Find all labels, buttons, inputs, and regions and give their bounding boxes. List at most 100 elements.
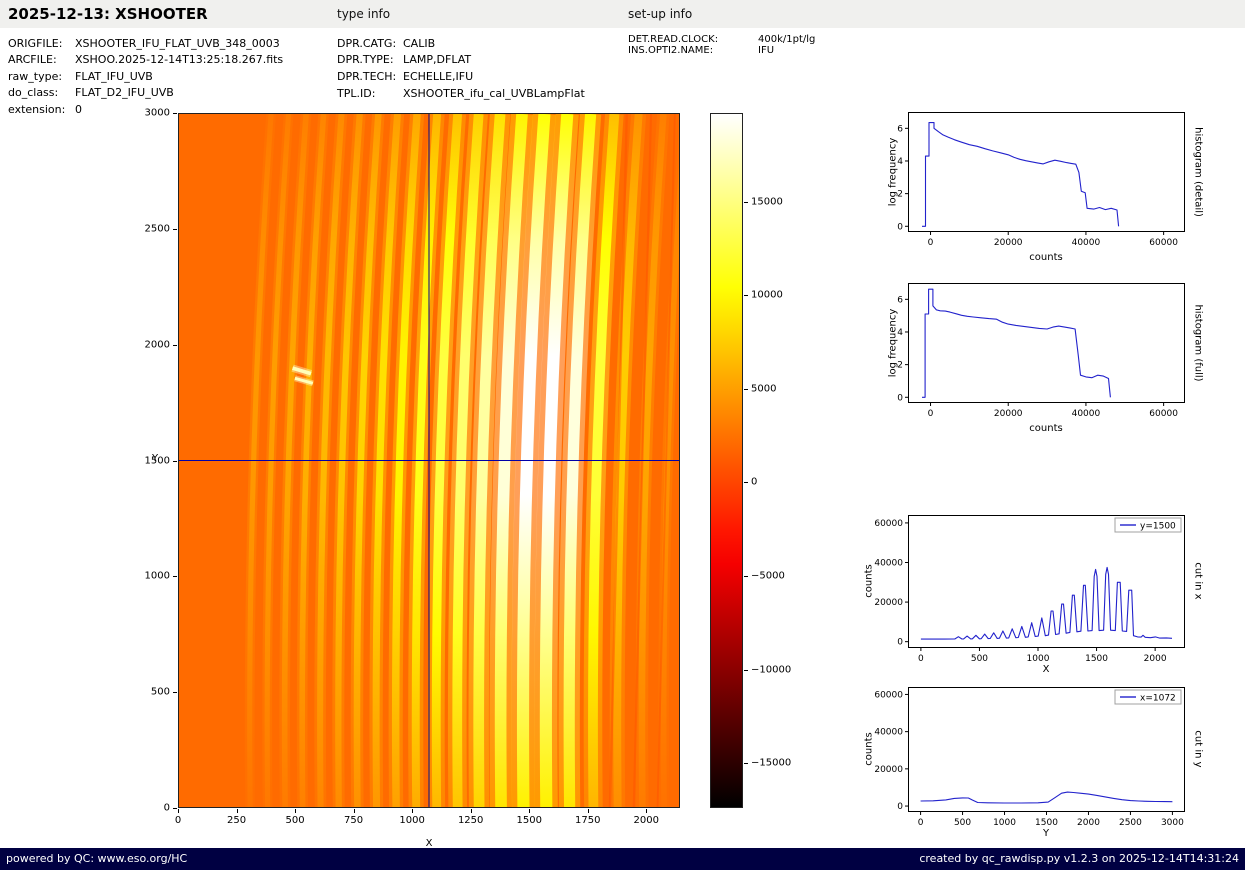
y-tick xyxy=(173,460,177,462)
svg-text:20000: 20000 xyxy=(994,409,1023,419)
x-tick xyxy=(178,809,179,813)
svg-text:1000: 1000 xyxy=(1027,654,1050,664)
dprtype-label: DPR.TYPE: xyxy=(337,53,394,66)
colorbar-tick xyxy=(744,388,748,390)
dprtech-value: ECHELLE,IFU xyxy=(403,70,474,83)
y-tick-label: 2500 xyxy=(144,223,170,235)
x-tick-label: 250 xyxy=(226,815,247,826)
colorbar-tick-label: 5000 xyxy=(751,383,777,395)
svg-text:20000: 20000 xyxy=(874,598,903,608)
colorbar-tick-label: 0 xyxy=(751,476,758,488)
x-tick xyxy=(353,809,355,813)
rawtype-value: FLAT_IFU_UVB xyxy=(75,70,153,83)
svg-text:2000: 2000 xyxy=(1077,818,1100,828)
x-tick-label: 2000 xyxy=(633,815,660,826)
colorbar-tick xyxy=(744,201,748,203)
hist-full-side-label: histogram (full) xyxy=(1192,304,1204,382)
raw-image-ylabel: Y xyxy=(152,453,159,464)
x-tick-label: 1250 xyxy=(457,815,484,826)
extension-value: 0 xyxy=(75,103,82,116)
colorbar-tick-label: 10000 xyxy=(751,289,783,301)
readclock-label: DET.READ.CLOCK: xyxy=(628,34,719,45)
svg-text:60000: 60000 xyxy=(1149,409,1178,419)
footer-qc-link[interactable]: powered by QC: www.eso.org/HC xyxy=(6,852,188,865)
x-tick xyxy=(529,809,531,813)
hist-detail-side-label: histogram (detail) xyxy=(1192,127,1204,217)
x-tick xyxy=(236,809,238,813)
x-tick-label: 1500 xyxy=(516,815,542,826)
colorbar-tick-label: −10000 xyxy=(751,664,792,676)
y-tick xyxy=(173,808,177,809)
svg-text:0: 0 xyxy=(897,222,903,232)
svg-text:6: 6 xyxy=(897,295,903,305)
cut-y-xlabel: Y xyxy=(1042,828,1050,839)
origfile-value: XSHOOTER_IFU_FLAT_UVB_348_0003 xyxy=(75,37,280,50)
cut-in-y-plot: 0 500 1000 1500 2000 2500 3000 0 20000 40000 60000… xyxy=(874,687,1185,828)
y-tick xyxy=(173,344,177,346)
svg-text:60000: 60000 xyxy=(1149,238,1178,248)
origfile-label: ORIGFILE: xyxy=(8,37,63,50)
svg-text:40000: 40000 xyxy=(1072,409,1101,419)
svg-text:40000: 40000 xyxy=(1072,238,1101,248)
svg-text:6: 6 xyxy=(897,124,903,134)
x-tick xyxy=(412,809,414,813)
svg-text:1500: 1500 xyxy=(1085,654,1108,664)
histogram-detail-plot: 0 20000 40000 60000 0 2 4 6 xyxy=(897,112,1185,248)
cut-y-ylabel: counts xyxy=(863,732,875,766)
hist-full-ylabel: log frequency xyxy=(887,308,899,378)
x-tick xyxy=(295,809,297,813)
arcfile-value: XSHOO.2025-12-14T13:25:18.267.fits xyxy=(75,53,284,66)
svg-text:0: 0 xyxy=(918,818,924,828)
y-tick xyxy=(173,692,177,694)
x-tick-label: 500 xyxy=(285,815,305,826)
dprcatg-label: DPR.CATG: xyxy=(337,37,397,50)
y-tick xyxy=(173,576,177,578)
colorbar xyxy=(710,113,743,808)
svg-text:0: 0 xyxy=(918,654,924,664)
dprtech-label: DPR.TECH: xyxy=(337,70,397,83)
x-tick-label: 0 xyxy=(174,815,182,826)
x-tick xyxy=(470,809,472,813)
svg-text:60000: 60000 xyxy=(874,690,903,700)
y-tick-label: 500 xyxy=(150,686,170,698)
colorbar-tick xyxy=(744,669,748,671)
x-tick-label: 750 xyxy=(344,815,364,826)
footer-bar: powered by QC: www.eso.org/HC created by… xyxy=(0,848,1245,870)
doclass-label: do_class: xyxy=(8,86,59,99)
svg-text:y=1500: y=1500 xyxy=(1140,522,1176,532)
extension-label: extension: xyxy=(8,103,66,116)
svg-text:40000: 40000 xyxy=(874,728,903,738)
cut-y-side-label: cut in y xyxy=(1192,730,1204,768)
raw-image-xlabel: X xyxy=(425,838,433,849)
svg-text:20000: 20000 xyxy=(994,238,1023,248)
y-tick xyxy=(173,228,177,230)
opti2name-label: INS.OPTI2.NAME: xyxy=(628,45,714,56)
tplid-value: XSHOOTER_ifu_cal_UVBLampFlat xyxy=(403,87,585,100)
svg-text:x=1072: x=1072 xyxy=(1140,694,1176,704)
svg-text:4: 4 xyxy=(897,157,903,167)
svg-text:2: 2 xyxy=(897,190,903,200)
svg-text:2: 2 xyxy=(897,361,903,371)
svg-text:20000: 20000 xyxy=(874,765,903,775)
colorbar-tick xyxy=(744,576,748,578)
y-tick-label: 0 xyxy=(163,802,170,814)
readclock-value: 400k/1pt/lg xyxy=(758,34,816,45)
cut-x-ylabel: counts xyxy=(863,564,875,598)
colorbar-tick-label: 15000 xyxy=(751,196,783,208)
opti2name-value: IFU xyxy=(758,45,775,56)
y-tick xyxy=(173,113,177,114)
svg-text:0: 0 xyxy=(897,393,903,403)
tplid-label: TPL.ID: xyxy=(337,87,376,100)
colorbar-tick-label: −5000 xyxy=(751,570,785,582)
x-tick-label: 1750 xyxy=(575,815,601,826)
cut-in-x-plot: 0 500 1000 1500 2000 0 20000 40000 60000 y=1500 xyxy=(874,515,1185,664)
svg-text:2500: 2500 xyxy=(1119,818,1142,828)
colorbar-tick-label: −15000 xyxy=(751,757,792,769)
rawtype-label: raw_type: xyxy=(8,70,63,83)
footer-credit: created by qc_rawdisp.py v1.2.3 on 2025-… xyxy=(919,852,1239,865)
setup-info-heading: set-up info xyxy=(628,7,693,21)
hist-detail-ylabel: log frequency xyxy=(887,137,899,207)
svg-text:500: 500 xyxy=(971,654,988,664)
colorbar-tick xyxy=(744,295,748,297)
y-tick-label: 3000 xyxy=(144,107,170,119)
